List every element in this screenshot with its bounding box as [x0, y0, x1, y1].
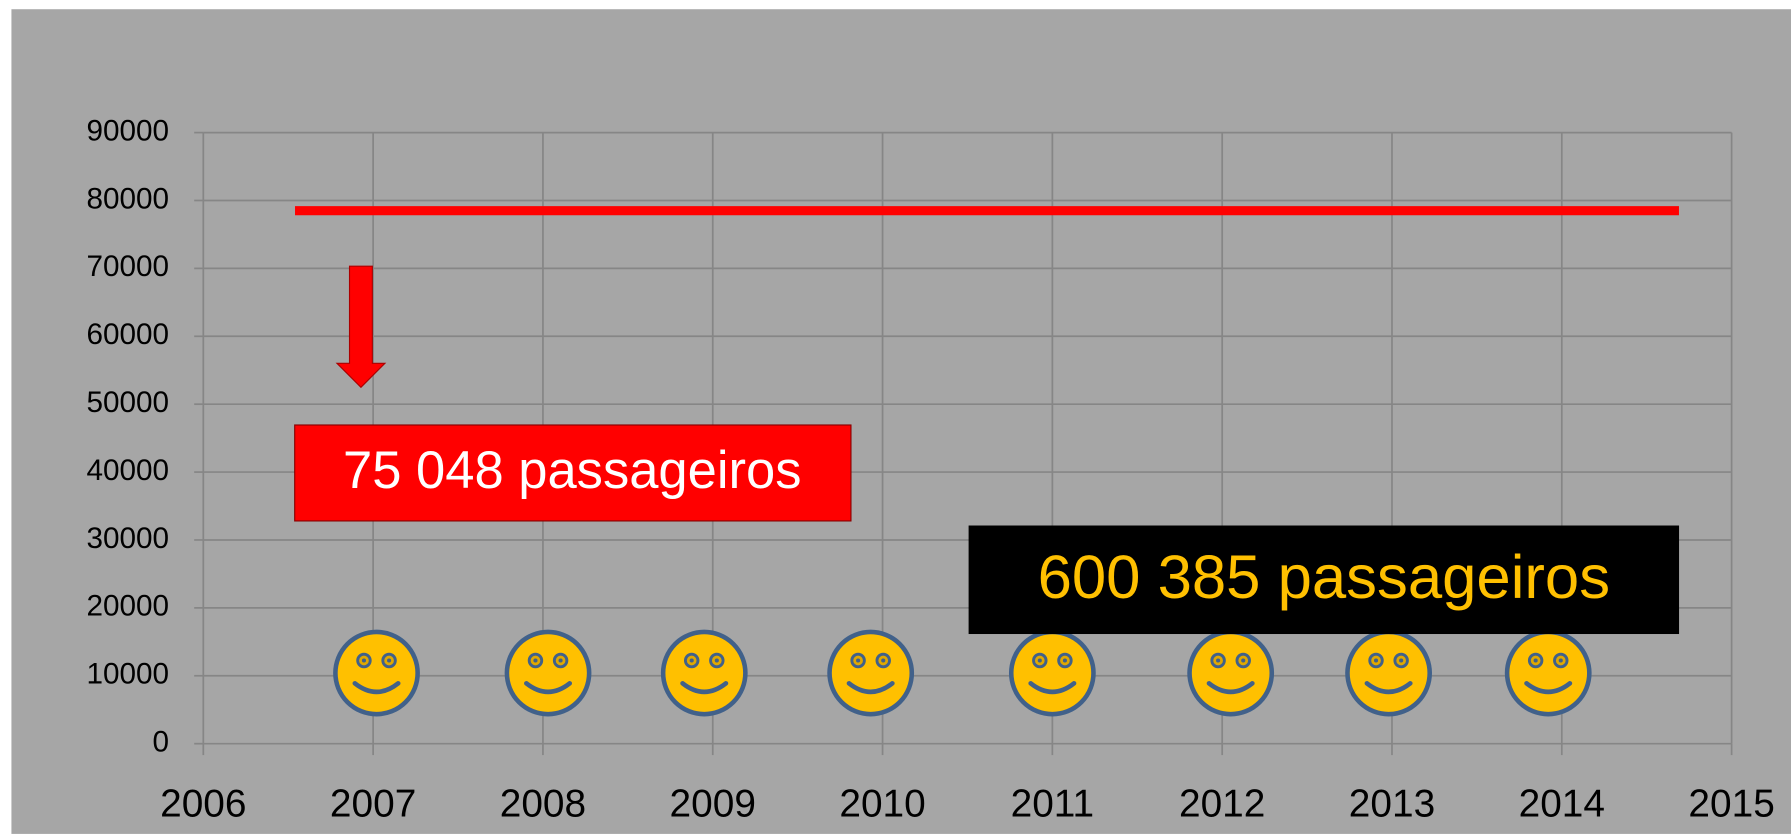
- x-tick-label: 2007: [330, 783, 416, 826]
- smiley-face: [1187, 629, 1275, 717]
- y-tick-label: 80000: [86, 182, 169, 215]
- smiley-mouth: [1206, 681, 1255, 695]
- smiley-face: [1345, 629, 1432, 717]
- smiley-pupil: [1399, 658, 1404, 663]
- x-tick-label: 2013: [1349, 783, 1435, 826]
- smiley-face: [504, 629, 592, 717]
- smiley-face: [333, 629, 420, 717]
- smiley-pupil: [1533, 658, 1538, 663]
- x-tick-label: 2006: [160, 783, 246, 826]
- smiley-face: [1504, 629, 1592, 717]
- smiley: [1008, 629, 1096, 717]
- smiley-pupil: [1216, 658, 1221, 663]
- x-tick-label: 2008: [500, 783, 586, 826]
- smiley-mouth: [846, 681, 895, 695]
- arrow: [335, 265, 387, 389]
- smiley-pupil: [1037, 658, 1042, 663]
- smiley-mouth: [1524, 681, 1573, 695]
- marks: [295, 206, 1679, 717]
- x-tick-label: 2015: [1688, 783, 1774, 826]
- smiley-pupil: [689, 658, 694, 663]
- smiley-pupil: [1373, 658, 1379, 663]
- annotation: 75 048 passageiros: [343, 441, 802, 500]
- smiley: [660, 629, 748, 717]
- smiley: [827, 629, 915, 717]
- annotation: 600 385 passageiros: [1038, 543, 1610, 612]
- smiley-face: [660, 629, 748, 717]
- x-tick-label: 2014: [1519, 783, 1605, 826]
- smiley-mouth: [524, 681, 573, 695]
- y-tick-label: 90000: [86, 114, 169, 147]
- smiley-pupil: [361, 658, 367, 663]
- smiley: [333, 629, 420, 717]
- smiley: [1345, 629, 1432, 717]
- smiley-pupil: [533, 658, 538, 663]
- y-tick-label: 60000: [86, 318, 169, 351]
- y-tick-label: 30000: [86, 522, 169, 555]
- smiley-pupil: [1062, 658, 1067, 663]
- smiley-face: [1008, 629, 1096, 717]
- y-tick-label: 10000: [86, 658, 169, 691]
- y-tick-label: 50000: [86, 386, 169, 419]
- smiley: [1504, 629, 1592, 717]
- smiley-face: [827, 629, 915, 717]
- y-tick-label: 40000: [86, 454, 169, 487]
- smiley-mouth: [1028, 681, 1077, 695]
- y-tick-label: 70000: [86, 250, 169, 283]
- y-tick-label: 20000: [86, 590, 169, 623]
- smiley-mouth: [1364, 681, 1413, 695]
- smiley-pupil: [558, 658, 563, 663]
- annotation-box: [968, 525, 1680, 635]
- smiley: [504, 629, 592, 717]
- smiley-pupil: [387, 658, 392, 663]
- y-tick-label: 0: [153, 726, 170, 759]
- smiley-pupil: [714, 658, 719, 663]
- x-tick-label: 2011: [1011, 783, 1095, 826]
- x-tick-label: 2009: [670, 783, 756, 826]
- smiley-pupil: [1241, 658, 1246, 663]
- smiley-mouth: [352, 681, 401, 695]
- x-tick-label: 2012: [1179, 783, 1265, 826]
- smiley-pupil: [1558, 658, 1563, 663]
- annotation-box: [294, 424, 852, 522]
- smiley-pupil: [881, 658, 886, 663]
- smiley-mouth: [680, 681, 729, 695]
- smiley: [1187, 629, 1275, 717]
- smiley-pupil: [856, 658, 861, 663]
- x-tick-label: 2010: [839, 783, 925, 826]
